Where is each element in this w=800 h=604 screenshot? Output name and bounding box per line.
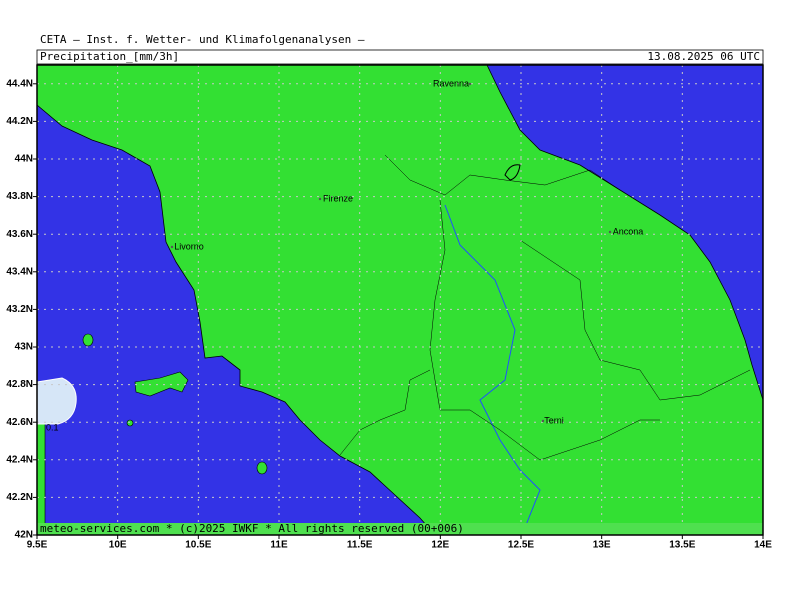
border: [429, 199, 660, 461]
map-area: meteo-services.com * (c)2025 IWKF * All …: [37, 65, 763, 535]
y-tick-label: 44.4N: [6, 78, 33, 89]
x-tick-label: 10.5E: [185, 540, 211, 551]
city-dot: [541, 419, 545, 423]
city-dot: [170, 245, 174, 249]
grid: [37, 65, 763, 535]
y-tick-label: 42.4N: [6, 454, 33, 465]
city-label: Terni: [544, 415, 564, 425]
footer-band: [37, 523, 763, 535]
city-label: Livorno: [174, 241, 204, 251]
city-dot: [608, 230, 612, 234]
island: [82, 333, 94, 347]
island: [256, 461, 268, 475]
x-tick-label: 11.5E: [347, 540, 373, 551]
x-tick-label: 9.5E: [27, 540, 48, 551]
island: [134, 371, 189, 397]
y-tick-label: 42.8N: [6, 379, 33, 390]
city-dot: [468, 82, 472, 86]
y-tick-label: 43N: [15, 342, 33, 353]
y-tick-label: 43.8N: [6, 191, 33, 202]
x-tick-label: 12.5E: [508, 540, 534, 551]
city-label: Ravenna: [433, 78, 469, 88]
y-tick-label: 43.6N: [6, 229, 33, 240]
border: [384, 154, 621, 196]
border: [339, 369, 431, 456]
city-dot: [318, 197, 322, 201]
city-label: Firenze: [323, 193, 353, 203]
x-tick-label: 12E: [431, 540, 449, 551]
river: [444, 204, 541, 535]
header-line: CETA — Inst. f. Wetter- und Klimafolgena…: [40, 33, 365, 46]
y-tick-label: 42.6N: [6, 417, 33, 428]
title: Precipitation_[mm/3h]: [40, 50, 179, 63]
title-box: [36, 49, 764, 65]
y-tick-label: 44.2N: [6, 116, 33, 127]
x-tick-label: 10E: [109, 540, 127, 551]
x-tick-label: 11E: [270, 540, 288, 551]
x-tick-label: 13.5E: [669, 540, 695, 551]
frame: [36, 64, 764, 536]
island: [126, 419, 134, 427]
city-label: Ancona: [613, 226, 644, 236]
x-tick-label: 14E: [754, 540, 772, 551]
border: [519, 239, 751, 401]
footer: meteo-services.com * (c)2025 IWKF * All …: [40, 522, 464, 535]
contour-label: 0.1: [46, 422, 59, 432]
precip-area: [37, 377, 77, 425]
island: [37, 419, 46, 526]
y-tick-label: 44N: [15, 154, 33, 165]
date: 13.08.2025 06 UTC: [647, 50, 760, 63]
x-tick-label: 13E: [593, 540, 611, 551]
y-tick-label: 43.4N: [6, 266, 33, 277]
y-tick-label: 42.2N: [6, 492, 33, 503]
y-tick-label: 43.2N: [6, 304, 33, 315]
border: [504, 164, 521, 181]
land: [37, 65, 763, 535]
y-tick-label: 42N: [15, 530, 33, 541]
